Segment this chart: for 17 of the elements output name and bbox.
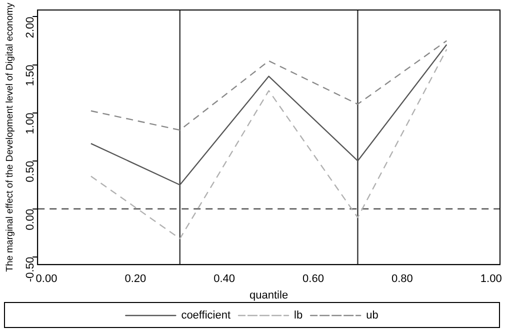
x-tick-label: 0.20 <box>124 273 146 286</box>
x-tick-label: 0.40 <box>214 273 236 286</box>
y-tick-label: 0.50 <box>24 160 37 182</box>
x-tick-label: 1.00 <box>480 273 502 286</box>
x-tick-label: 0.80 <box>391 273 413 286</box>
legend-label: ub <box>366 310 378 322</box>
y-tick-label: 1.00 <box>24 112 37 134</box>
x-tick-label: 0.60 <box>302 273 324 286</box>
y-tick-label: -0.50 <box>24 256 37 282</box>
legend-label: lb <box>294 310 303 322</box>
x-tick-label: 0.00 <box>36 273 58 286</box>
legend-label: coefficient <box>181 310 231 322</box>
y-axis-title: The marginal effect of the Development level of Digital economy <box>4 2 16 272</box>
y-tick-label: 0.00 <box>24 208 37 230</box>
y-tick-label: 1.50 <box>24 64 37 86</box>
x-axis-title: quantile <box>250 289 288 302</box>
y-tick-label: 2.00 <box>24 16 37 38</box>
